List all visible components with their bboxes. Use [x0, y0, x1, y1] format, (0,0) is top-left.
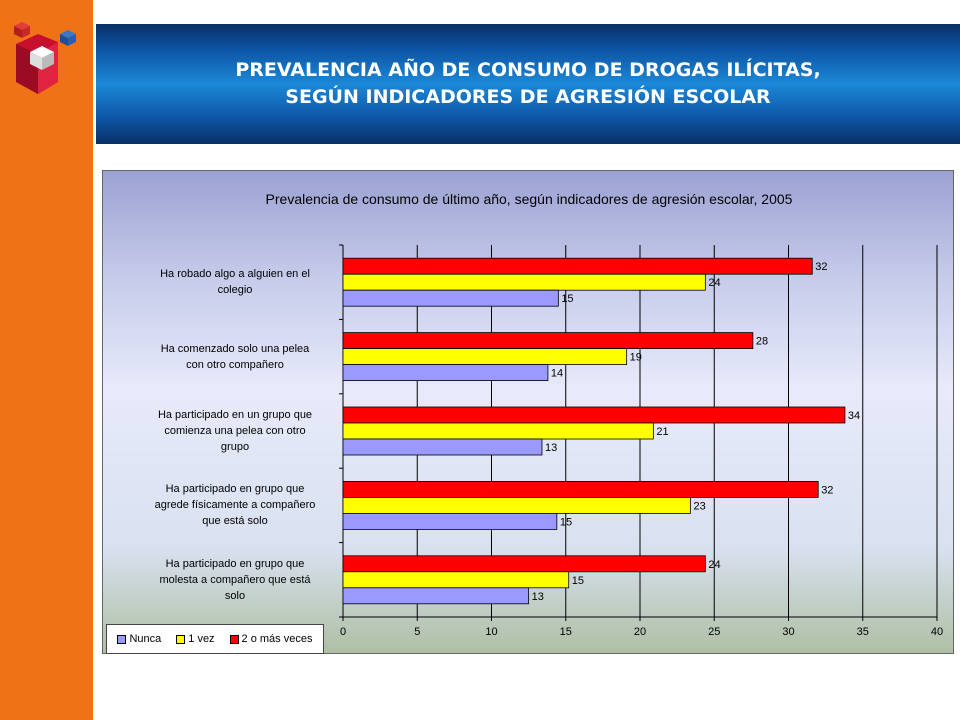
x-tick-label-20: 20 [634, 626, 646, 638]
legend-item-2-o-mas: 2 o más veces [229, 633, 313, 645]
data-label-1-0: 24 [708, 277, 720, 289]
data-label-2-0: 32 [815, 261, 827, 273]
orange-sidebar [0, 0, 93, 720]
bar-2-3 [342, 480, 819, 498]
bar-1-2 [342, 422, 654, 440]
bar-chart: 0 5 10 15 20 25 30 35 40 32 24 15 28 19 14 34 21 13 32 23 15… [339, 244, 943, 638]
x-tick-label-15: 15 [560, 626, 572, 638]
chart-legend: Nunca 1 vez 2 o más veces [106, 624, 324, 654]
data-label-2-3: 32 [821, 484, 833, 496]
legend-item-1-vez: 1 vez [176, 633, 215, 645]
category-label-line: que está solo [202, 515, 268, 528]
x-tick-label-25: 25 [708, 626, 720, 638]
x-tick-label-30: 30 [782, 626, 794, 638]
legend-swatch-nunca [117, 634, 127, 644]
legend-swatch-2-o-mas [229, 634, 239, 644]
legend-label-2-o-mas: 2 o más veces [241, 633, 313, 645]
category-label-line: Ha robado algo a alguien en el [160, 268, 310, 281]
category-label-line: Ha participado en grupo que [165, 483, 305, 496]
bar-0-4 [342, 587, 530, 605]
bar-0-2 [342, 438, 543, 456]
category-label: Ha participado en grupo que agrede física… [135, 481, 335, 529]
bar-2-1 [342, 332, 754, 350]
category-label: Ha comenzado solo una pelea con otro comp… [135, 341, 335, 373]
bar-1-3 [342, 496, 691, 514]
legend-label-1-vez: 1 vez [188, 633, 215, 645]
data-label-1-1: 19 [630, 352, 642, 364]
bar-0-0 [342, 289, 559, 307]
data-label-0-3: 15 [560, 516, 572, 528]
bar-0-1 [342, 364, 549, 382]
category-label-line: molesta a compañero que está [159, 573, 311, 586]
chart-title: Prevalencia de consumo de último año, se… [265, 191, 793, 207]
x-tick-label-35: 35 [857, 626, 869, 638]
category-label: Ha robado algo a alguien en el colegio [135, 266, 335, 298]
data-label-2-2: 34 [848, 410, 860, 422]
x-tick-label-40: 40 [931, 626, 943, 638]
page-title-line-2: SEGÚN INDICADORES DE AGRESIÓN ESCOLAR [285, 86, 771, 108]
category-label-line: comienza una pelea con otro [164, 425, 306, 437]
data-label-2-4: 24 [708, 559, 720, 571]
bar-2-0 [342, 257, 813, 275]
data-label-0-4: 13 [532, 591, 544, 603]
page-title-line-1: PREVALENCIA AÑO DE CONSUMO DE DROGAS ILÍ… [235, 59, 821, 81]
data-label-1-4: 15 [572, 575, 584, 587]
cubes-logo-icon [14, 22, 76, 94]
data-label-0-2: 13 [545, 442, 557, 454]
bar-2-2 [342, 406, 846, 424]
data-label-1-3: 23 [693, 500, 705, 512]
data-label-0-1: 14 [551, 368, 563, 380]
x-tick-label-5: 5 [414, 626, 420, 638]
data-label-2-1: 28 [756, 336, 768, 348]
chart-area: 0 5 10 15 20 25 30 35 40 32 24 15 28 19 14 34 21 13 32 23 15… [102, 170, 954, 654]
bar-0-3 [342, 512, 558, 530]
bar-1-4 [342, 571, 570, 589]
category-label-line: grupo [220, 441, 250, 453]
legend-label-nunca: Nunca [129, 633, 162, 645]
legend-item-nunca: Nunca [117, 633, 161, 645]
bar-1-1 [342, 348, 628, 366]
data-label-1-2: 21 [656, 426, 668, 438]
bar-2-4 [342, 555, 706, 573]
title-banner: PREVALENCIA AÑO DE CONSUMO DE DROGAS ILÍ… [96, 24, 960, 144]
category-label: Ha participado en un grupo que comienza u… [135, 407, 335, 455]
data-label-0-0: 15 [561, 293, 573, 305]
category-label-line: Ha participado en un grupo que [157, 409, 313, 421]
x-tick-label-10: 10 [485, 626, 497, 638]
category-label-line: solo [224, 589, 246, 602]
x-tick-label-0: 0 [340, 626, 346, 638]
category-label-line: Ha comenzado solo una pelea [160, 342, 310, 355]
category-label-line: Ha participado en grupo que [165, 557, 305, 570]
bar-1-0 [342, 273, 706, 291]
category-label: Ha participado en grupo que molesta a com… [135, 556, 335, 604]
legend-swatch-1-vez [176, 634, 186, 644]
category-label-line: con otro compañero [186, 358, 284, 371]
category-label-line: agrede físicamente a compañero [154, 499, 316, 512]
category-label-line: colegio [217, 284, 253, 297]
